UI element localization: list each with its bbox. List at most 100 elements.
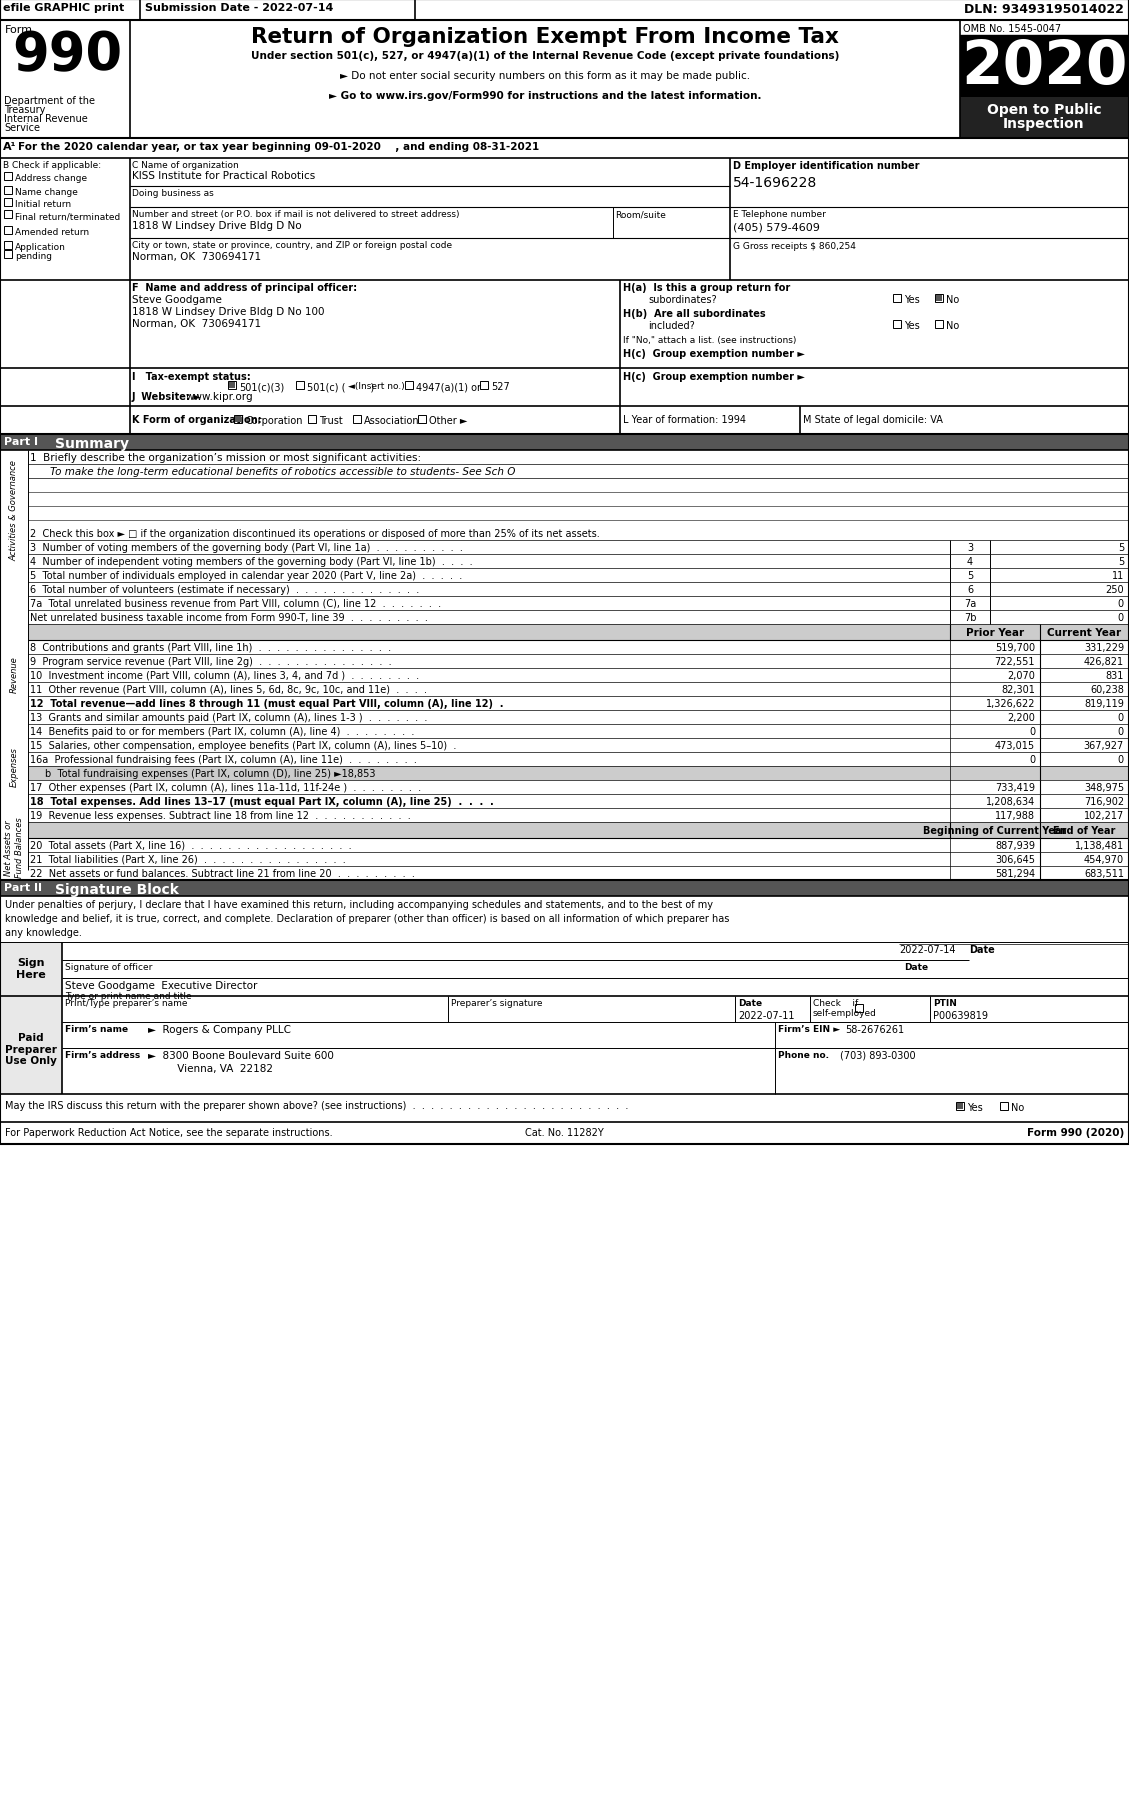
Bar bbox=[28, 669, 1129, 683]
Text: 1,208,634: 1,208,634 bbox=[986, 797, 1035, 806]
Text: 2022-07-14: 2022-07-14 bbox=[899, 945, 955, 954]
Text: 4: 4 bbox=[966, 557, 973, 567]
Bar bbox=[28, 582, 1129, 596]
Text: D Employer identification number: D Employer identification number bbox=[733, 161, 919, 172]
Bar bbox=[0, 0, 1129, 22]
Text: Final return/terminated: Final return/terminated bbox=[15, 211, 121, 220]
Text: 519,700: 519,700 bbox=[995, 643, 1035, 652]
Text: Return of Organization Exempt From Income Tax: Return of Organization Exempt From Incom… bbox=[251, 27, 839, 47]
Text: knowledge and belief, it is true, correct, and complete. Declaration of preparer: knowledge and belief, it is true, correc… bbox=[5, 914, 729, 923]
Text: H(b)  Are all subordinates: H(b) Are all subordinates bbox=[623, 309, 765, 318]
Text: 990: 990 bbox=[12, 29, 122, 81]
Text: 1,326,622: 1,326,622 bbox=[986, 699, 1035, 708]
Bar bbox=[936, 296, 942, 302]
Bar bbox=[0, 896, 1129, 943]
Text: No: No bbox=[946, 295, 960, 305]
Text: 1818 W Lindsey Drive Bldg D No: 1818 W Lindsey Drive Bldg D No bbox=[132, 220, 301, 231]
Bar bbox=[28, 540, 1129, 555]
Text: 14  Benefits paid to or for members (Part IX, column (A), line 4)  .  .  .  .  .: 14 Benefits paid to or for members (Part… bbox=[30, 726, 414, 737]
Text: 0: 0 bbox=[1029, 726, 1035, 737]
Text: 306,645: 306,645 bbox=[995, 855, 1035, 864]
Text: 2020: 2020 bbox=[961, 38, 1127, 98]
Text: 1  Briefly describe the organization’s mission or most significant activities:: 1 Briefly describe the organization’s mi… bbox=[30, 454, 421, 463]
Text: Print/Type preparer’s name: Print/Type preparer’s name bbox=[65, 999, 187, 1008]
Bar bbox=[5, 186, 12, 195]
Text: www.kipr.org: www.kipr.org bbox=[186, 392, 254, 401]
Text: 5  Total number of individuals employed in calendar year 2020 (Part V, line 2a) : 5 Total number of individuals employed i… bbox=[30, 571, 462, 580]
Text: Net Assets or
Fund Balances: Net Assets or Fund Balances bbox=[5, 817, 24, 878]
Text: Vienna, VA  22182: Vienna, VA 22182 bbox=[148, 1063, 273, 1073]
Text: 3: 3 bbox=[966, 542, 973, 553]
Text: 367,927: 367,927 bbox=[1084, 741, 1124, 750]
Text: 0: 0 bbox=[1118, 726, 1124, 737]
Text: 117,988: 117,988 bbox=[995, 811, 1035, 820]
Text: Under penalties of perjury, I declare that I have examined this return, includin: Under penalties of perjury, I declare th… bbox=[5, 900, 714, 909]
Text: Firm’s address: Firm’s address bbox=[65, 1050, 140, 1059]
Text: 0: 0 bbox=[1118, 755, 1124, 764]
Bar bbox=[960, 36, 1129, 98]
Text: ►  8300 Boone Boulevard Suite 600: ► 8300 Boone Boulevard Suite 600 bbox=[148, 1050, 334, 1061]
Text: b  Total fundraising expenses (Part IX, column (D), line 25) ►18,853: b Total fundraising expenses (Part IX, c… bbox=[45, 768, 376, 779]
Text: ► Do not enter social security numbers on this form as it may be made public.: ► Do not enter social security numbers o… bbox=[340, 70, 750, 81]
Text: Phone no.: Phone no. bbox=[778, 1050, 829, 1059]
Text: L Year of formation: 1994: L Year of formation: 1994 bbox=[623, 416, 746, 425]
Text: 7b: 7b bbox=[964, 613, 977, 623]
Bar bbox=[0, 159, 1129, 280]
Text: 10  Investment income (Part VIII, column (A), lines 3, 4, and 7d )  .  .  .  .  : 10 Investment income (Part VIII, column … bbox=[30, 670, 419, 681]
Text: Yes: Yes bbox=[968, 1102, 982, 1113]
Text: Room/suite: Room/suite bbox=[615, 210, 666, 219]
Text: If "No," attach a list. (see instructions): If "No," attach a list. (see instruction… bbox=[623, 336, 796, 345]
Text: Service: Service bbox=[5, 123, 40, 134]
Text: 1818 W Lindsey Drive Bldg D No 100: 1818 W Lindsey Drive Bldg D No 100 bbox=[132, 307, 324, 316]
Text: ►  Rogers & Company PLLC: ► Rogers & Company PLLC bbox=[148, 1025, 291, 1034]
Text: Prior Year: Prior Year bbox=[966, 627, 1024, 638]
Text: ► Go to www.irs.gov/Form990 for instructions and the latest information.: ► Go to www.irs.gov/Form990 for instruct… bbox=[329, 90, 761, 101]
Text: Doing business as: Doing business as bbox=[132, 190, 213, 199]
Text: C Name of organization: C Name of organization bbox=[132, 161, 238, 170]
Bar bbox=[28, 710, 1129, 725]
Bar bbox=[957, 1104, 963, 1109]
Text: 7a: 7a bbox=[964, 598, 977, 609]
Text: 13  Grants and similar amounts paid (Part IX, column (A), lines 1-3 )  .  .  .  : 13 Grants and similar amounts paid (Part… bbox=[30, 712, 428, 723]
Text: Trust: Trust bbox=[320, 416, 343, 426]
Text: 887,939: 887,939 bbox=[995, 840, 1035, 851]
Text: Revenue: Revenue bbox=[9, 656, 18, 694]
Text: Part II: Part II bbox=[5, 882, 42, 893]
Text: H(a)  Is this a group return for: H(a) Is this a group return for bbox=[623, 284, 790, 293]
Text: Firm’s EIN ►: Firm’s EIN ► bbox=[778, 1025, 840, 1034]
Text: Treasury: Treasury bbox=[5, 105, 45, 116]
Text: 4947(a)(1) or: 4947(a)(1) or bbox=[415, 381, 481, 392]
Text: Association: Association bbox=[364, 416, 420, 426]
Text: 501(c)(3): 501(c)(3) bbox=[239, 381, 285, 392]
Text: P00639819: P00639819 bbox=[933, 1010, 988, 1021]
Bar bbox=[5, 199, 12, 206]
Text: 60,238: 60,238 bbox=[1091, 685, 1124, 694]
Text: Steve Goodgame  Executive Director: Steve Goodgame Executive Director bbox=[65, 981, 257, 990]
Bar bbox=[296, 381, 304, 390]
Text: 5: 5 bbox=[966, 571, 973, 580]
Text: 831: 831 bbox=[1105, 670, 1124, 681]
Text: Form: Form bbox=[5, 25, 33, 34]
Bar bbox=[28, 752, 1129, 766]
Text: 12  Total revenue—add lines 8 through 11 (must equal Part VIII, column (A), line: 12 Total revenue—add lines 8 through 11 … bbox=[30, 699, 504, 708]
Bar bbox=[418, 416, 426, 425]
Text: F  Name and address of principal officer:: F Name and address of principal officer: bbox=[132, 284, 357, 293]
Text: 331,229: 331,229 bbox=[1084, 643, 1124, 652]
Text: 716,902: 716,902 bbox=[1084, 797, 1124, 806]
Text: J  Website: ►: J Website: ► bbox=[132, 392, 202, 401]
Text: 0: 0 bbox=[1118, 598, 1124, 609]
Text: Signature Block: Signature Block bbox=[55, 882, 178, 896]
Text: Internal Revenue: Internal Revenue bbox=[5, 114, 88, 125]
Text: 11: 11 bbox=[1112, 571, 1124, 580]
Text: 6: 6 bbox=[966, 585, 973, 595]
Text: 819,119: 819,119 bbox=[1084, 699, 1124, 708]
Bar bbox=[0, 369, 1129, 407]
Text: 9  Program service revenue (Part VIII, line 2g)  .  .  .  .  .  .  .  .  .  .  .: 9 Program service revenue (Part VIII, li… bbox=[30, 656, 392, 667]
Text: H(c)  Group exemption number ►: H(c) Group exemption number ► bbox=[623, 349, 805, 360]
Text: 3  Number of voting members of the governing body (Part VI, line 1a)  .  .  .  .: 3 Number of voting members of the govern… bbox=[30, 542, 463, 553]
Text: 2,070: 2,070 bbox=[1007, 670, 1035, 681]
Bar bbox=[28, 838, 1129, 853]
Text: Open to Public: Open to Public bbox=[987, 103, 1101, 117]
Bar bbox=[0, 435, 1129, 450]
Bar bbox=[28, 766, 1129, 781]
